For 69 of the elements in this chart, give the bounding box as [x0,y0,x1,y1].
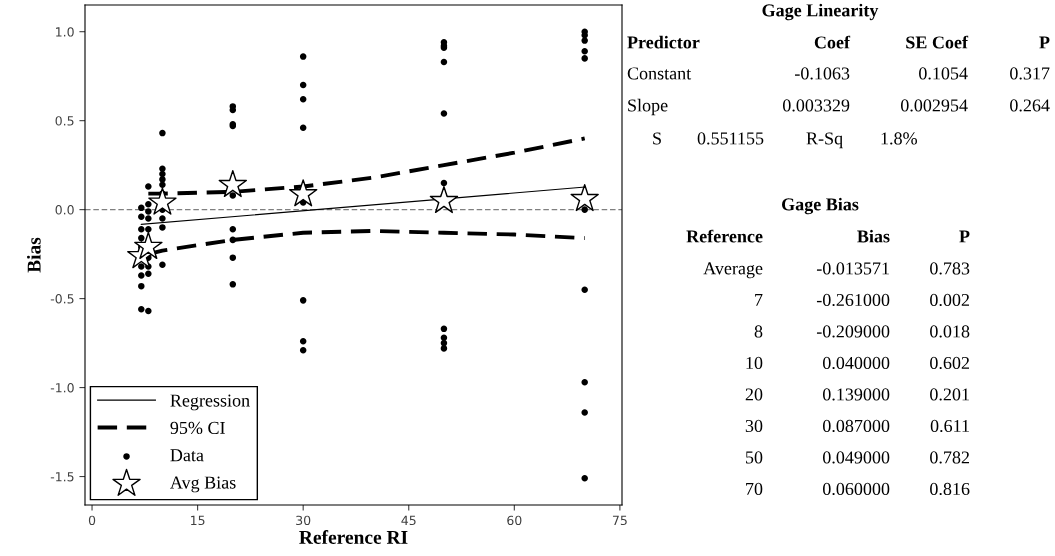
text: 0.139000 [822,388,890,401]
text: 0.816 [930,482,970,496]
text: 0.551155 [697,132,764,145]
y-tick-label: -1.5 [50,472,74,482]
text: 0.060000 [822,482,890,496]
text: Bias [857,229,890,243]
x-tick-label: 30 [296,515,311,526]
text: -0.261000 [816,293,890,307]
point [570,184,599,212]
y-tick-label: -0.5 [50,294,74,304]
text: 0.049000 [822,451,890,464]
x-tick-label: 0 [88,515,96,526]
legend-label: Avg Bias [170,476,236,493]
text: Reference [686,229,763,243]
text: 30 [745,419,763,433]
text: 0.002 [930,293,969,307]
text: 0.264 [1010,99,1050,112]
legend-label: Regression [170,394,250,411]
point [148,187,177,215]
text: Gage Linearity [762,3,879,21]
point [218,169,248,198]
text: 0.1054 [919,67,968,80]
text: -0.1063 [795,67,850,80]
text: -0.013571 [816,262,889,275]
legend-label: 95% CI [170,421,225,435]
point [134,231,163,260]
x-tick-label: 15 [191,515,205,526]
text: Predictor [627,35,700,49]
legend-label: Data [170,449,204,462]
text: Coef [814,35,851,49]
y-tick-label: -1.0 [50,383,74,393]
text: 0.018 [930,325,970,338]
text: 0.087000 [822,419,890,433]
text: 0.003329 [782,99,850,112]
text: 10 [746,356,763,370]
text: -0.209000 [816,325,890,338]
text: 0.201 [930,388,969,401]
text: Gage Bias [782,197,859,215]
text: SE Coef [906,35,969,49]
text: P [959,230,970,243]
y-tick-label: 0.0 [55,205,74,215]
y-axis-title: Bias [27,237,41,273]
text: 8 [754,325,763,338]
text: Constant [627,67,692,80]
text: P [1039,36,1050,49]
x-axis-title: Reference RI [299,530,408,544]
text: Slope [628,98,668,116]
text: 20 [745,388,763,401]
text: 7 [755,294,763,306]
text: R-Sq [806,132,843,149]
y-tick-label: 0.5 [55,116,74,126]
text: 50 [745,451,763,464]
text: 0.782 [930,451,969,464]
text: 0.783 [930,262,970,275]
text: 0.611 [930,419,969,433]
y-tick-label: 1.0 [56,27,74,37]
x-tick-label: 75 [612,515,627,526]
point [429,185,459,214]
text: 0.602 [930,356,969,370]
text: 0.002954 [900,99,968,112]
text: 0.317 [1010,67,1050,80]
text: 70 [746,482,763,496]
text: Average [703,262,763,279]
text: 1.8% [881,132,917,145]
text: 0.040000 [822,356,890,370]
x-tick-label: 60 [507,515,522,526]
point [288,179,318,207]
x-tick-label: 45 [401,515,416,526]
text: S [653,132,661,145]
